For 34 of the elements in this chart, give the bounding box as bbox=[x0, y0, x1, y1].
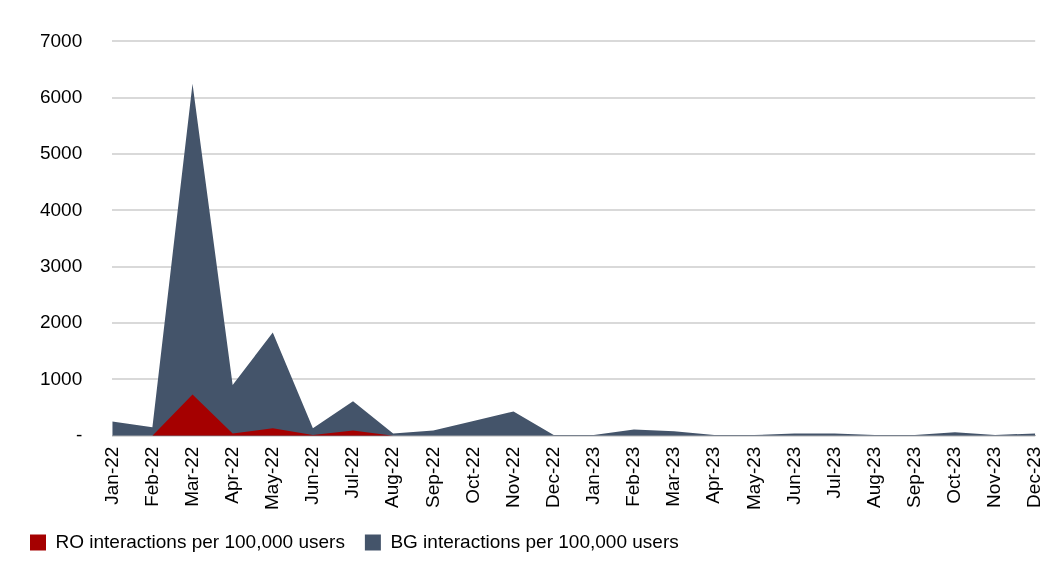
y-tick-label: 5000 bbox=[39, 142, 83, 164]
y-tick-label: - bbox=[75, 423, 83, 445]
x-tick-label: Apr-23 bbox=[702, 446, 724, 504]
y-tick-label: 3000 bbox=[39, 254, 83, 276]
x-tick-label: May-22 bbox=[261, 446, 283, 510]
y-tick-label: 2000 bbox=[39, 311, 83, 333]
x-tick-label: Nov-23 bbox=[983, 446, 1005, 508]
x-tick-label: Jan-23 bbox=[582, 446, 604, 505]
x-tick-label: Jan-22 bbox=[100, 446, 122, 505]
x-tick-label: Jul-23 bbox=[822, 446, 844, 499]
x-tick-label: Oct-22 bbox=[461, 446, 483, 504]
x-tick-label: Nov-22 bbox=[501, 446, 523, 508]
legend-label: RO interactions per 100,000 users bbox=[55, 530, 345, 552]
x-tick-label: May-23 bbox=[742, 446, 764, 510]
x-tick-label: Apr-22 bbox=[220, 446, 242, 504]
x-tick-label: Dec-23 bbox=[1023, 446, 1045, 508]
y-tick-label: 6000 bbox=[39, 85, 83, 107]
y-tick-label: 7000 bbox=[39, 29, 83, 51]
x-tick-label: Mar-22 bbox=[180, 446, 202, 507]
x-tick-label: Jun-23 bbox=[782, 446, 804, 505]
y-tick-label: 4000 bbox=[39, 198, 83, 220]
y-tick-label: 1000 bbox=[39, 367, 83, 389]
x-tick-label: Jun-22 bbox=[301, 446, 323, 505]
x-tick-label: Sep-23 bbox=[903, 446, 925, 508]
x-tick-label: Aug-22 bbox=[381, 446, 403, 508]
x-tick-label: Dec-22 bbox=[541, 446, 563, 508]
x-tick-label: Feb-22 bbox=[140, 446, 162, 507]
x-tick-label: Oct-23 bbox=[943, 446, 965, 504]
x-tick-label: Sep-22 bbox=[421, 446, 443, 508]
x-tick-label: Feb-23 bbox=[622, 446, 644, 507]
x-tick-label: Jul-22 bbox=[341, 446, 363, 499]
legend-label: BG interactions per 100,000 users bbox=[390, 530, 679, 552]
x-tick-label: Aug-23 bbox=[862, 446, 884, 508]
x-tick-label: Mar-23 bbox=[662, 446, 684, 507]
